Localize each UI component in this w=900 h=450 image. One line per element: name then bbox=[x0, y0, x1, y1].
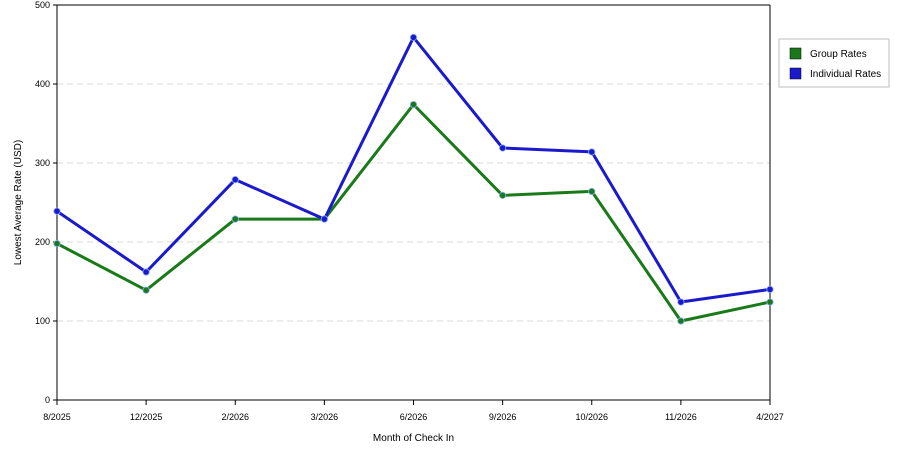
x-tick-label: 9/2026 bbox=[489, 412, 517, 422]
y-axis-title: Lowest Average Rate (USD) bbox=[13, 140, 24, 265]
x-tick-label: 11/2026 bbox=[665, 412, 697, 422]
data-point bbox=[409, 33, 418, 41]
data-point bbox=[231, 215, 239, 223]
grid-lines bbox=[57, 83, 770, 322]
x-tick-label: 12/2025 bbox=[130, 412, 163, 422]
y-tick-label: 0 bbox=[45, 395, 50, 405]
data-point bbox=[53, 239, 61, 248]
legend-swatch bbox=[789, 67, 802, 80]
data-point bbox=[231, 175, 239, 184]
data-point bbox=[766, 285, 774, 293]
x-tick-label: 2/2026 bbox=[221, 412, 249, 422]
y-tick-label: 300 bbox=[35, 158, 50, 168]
y-tick-label: 500 bbox=[35, 0, 50, 10]
data-point bbox=[499, 191, 507, 199]
data-point bbox=[409, 100, 418, 109]
data-point bbox=[766, 298, 774, 306]
axes: 0 100 200 300 400 500 8/2025 12/2025 2/2026 3/202… bbox=[35, 0, 784, 422]
series-line bbox=[55, 35, 772, 304]
data-point bbox=[320, 215, 328, 223]
data-point bbox=[677, 317, 685, 325]
data-point bbox=[499, 144, 507, 152]
data-points bbox=[53, 33, 774, 325]
x-tick-label: 8/2025 bbox=[43, 412, 71, 422]
x-tick-label: 4/2027 bbox=[756, 412, 784, 422]
data-point bbox=[142, 286, 150, 294]
legend: Group Rates Individual Rates bbox=[778, 38, 890, 88]
data-point bbox=[142, 268, 150, 276]
data-point bbox=[588, 187, 596, 196]
x-tick-label: 6/2026 bbox=[400, 412, 428, 422]
series-lines bbox=[55, 35, 772, 323]
legend-swatch bbox=[789, 47, 802, 60]
y-tick-label: 100 bbox=[35, 316, 50, 326]
x-tick-label: 3/2026 bbox=[311, 412, 339, 422]
legend-label: Group Rates bbox=[810, 49, 867, 60]
data-point bbox=[588, 148, 596, 156]
x-tick-label: 10/2026 bbox=[575, 412, 608, 422]
y-tick-label: 200 bbox=[35, 237, 50, 247]
data-point bbox=[53, 207, 61, 215]
legend-label: Individual Rates bbox=[810, 69, 881, 80]
y-tick-label: 400 bbox=[35, 79, 50, 89]
x-axis-title: Month of Check In bbox=[373, 433, 454, 444]
series-line bbox=[55, 103, 772, 323]
data-point bbox=[677, 298, 685, 306]
